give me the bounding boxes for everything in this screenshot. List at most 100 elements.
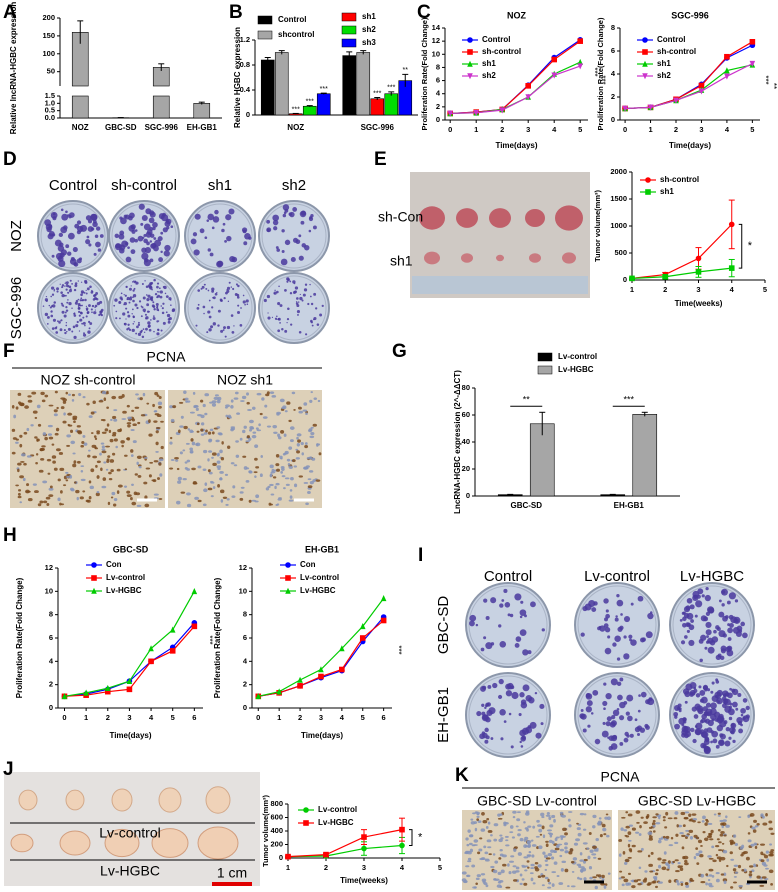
nucleus [534,862,539,865]
legend-marker [645,189,651,195]
nucleus [763,864,768,867]
x-tick-label: 2 [674,125,678,134]
colony [67,327,71,331]
significance: *** [320,86,328,93]
nucleus [705,882,708,886]
nucleus [288,446,293,450]
colony [683,725,687,730]
nucleus [555,844,560,848]
panel-letter: A [3,2,17,23]
colony [77,280,79,282]
colony [53,289,56,292]
colony [485,642,493,650]
nucleus [191,441,196,446]
colony [745,705,750,711]
dish-rim [40,203,106,269]
nucleus [704,822,708,826]
colony [68,289,72,293]
colony [57,320,59,323]
colony [50,295,53,298]
nucleus [90,411,95,415]
colony [267,316,271,320]
colony [46,322,49,325]
marker [698,82,705,89]
colony [729,687,732,691]
colony [534,691,538,695]
x-tick-label: 4 [149,713,154,722]
tumor [496,254,504,262]
colony [734,618,739,623]
tumor [489,208,511,228]
colony [136,325,139,329]
legend-marker [303,820,309,826]
colony [54,326,58,330]
x-tick-label: 4 [552,125,557,134]
nucleus [216,460,221,464]
colony [61,293,65,298]
dish [258,272,330,344]
nucleus [597,857,602,860]
colony [479,733,485,740]
nucleus [594,885,598,890]
nucleus [210,495,214,498]
nucleus [67,423,70,427]
colony [212,216,220,223]
nucleus [527,854,531,858]
nucleus [476,811,480,815]
nucleus [488,853,492,856]
nucleus [638,833,642,836]
nucleus [497,880,502,884]
nucleus [24,405,30,409]
nucleus [39,500,44,504]
nucleus [527,825,532,828]
colony [243,241,248,246]
tumor [65,789,85,811]
nucleus [477,820,482,824]
chart-title: EH-GB1 [305,544,339,554]
nucleus [544,859,548,862]
nucleus [644,870,648,873]
colony [298,330,302,334]
legend-marker [642,49,648,55]
nucleus [211,400,217,404]
nucleus [717,814,721,817]
colony [706,640,710,644]
nucleus [106,460,110,463]
nucleus [230,399,234,403]
nucleus [127,424,131,428]
colony [138,203,145,210]
nucleus [559,811,564,814]
colony [511,691,519,700]
y-tick-label: 600 [270,812,283,821]
nucleus [280,470,283,474]
colony [130,249,136,255]
nucleus [148,419,151,424]
nucleus [72,463,77,468]
nucleus [39,448,44,452]
nucleus [740,853,744,857]
nucleus [589,849,594,854]
nucleus [130,449,134,453]
nucleus [193,405,197,409]
nucleus [19,443,23,448]
nucleus [48,436,54,440]
nucleus [148,474,152,478]
dish [184,272,256,344]
marker [662,273,669,280]
nucleus [189,447,194,451]
nucleus [62,400,67,404]
colony [122,312,126,316]
nucleus [485,884,489,888]
error-bar [346,51,353,60]
nucleus [718,841,722,844]
nucleus [92,455,98,459]
nucleus [40,391,45,396]
colony [310,302,314,306]
legend-marker [91,575,97,581]
nucleus [512,816,516,819]
x-tick-label: 0 [62,713,66,722]
colony [131,313,133,315]
colony [147,325,151,328]
nucleus [477,851,481,855]
